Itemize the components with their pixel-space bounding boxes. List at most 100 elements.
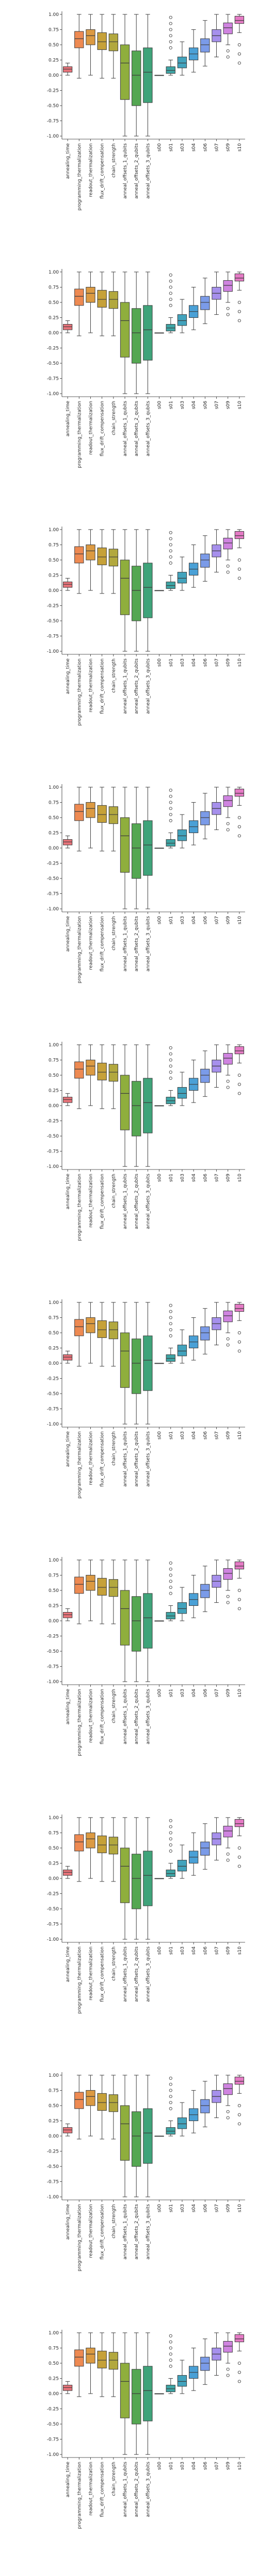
y-tick-label: -0.25	[47, 604, 59, 609]
y-tick-label: 0.00	[49, 1361, 59, 1366]
y-tick-label: 0.75	[49, 1058, 59, 1063]
box-anneal_offsets_3_qubits	[143, 563, 153, 618]
outlier-point	[237, 300, 241, 304]
outlier-point	[169, 1849, 172, 1853]
box-s03	[177, 314, 187, 326]
x-tick-label: s00	[157, 658, 163, 667]
outlier-point	[169, 303, 172, 307]
x-tick-label: s06	[203, 2462, 208, 2470]
outlier-point	[169, 801, 172, 804]
x-tick-label: anneal_offsets_3_qubits	[146, 2204, 151, 2260]
x-tick-label: s03	[180, 1689, 185, 1697]
outlier-point	[226, 55, 230, 59]
outlier-point	[169, 1561, 172, 1565]
box-anneal_offsets_1_qubits	[120, 1075, 130, 1130]
outlier-point	[226, 1343, 230, 1347]
box-programming_thermalization	[74, 804, 84, 821]
outlier-point	[226, 1858, 230, 1862]
chart-panel-7: 1.00 0.75 0.50 0.25 0.00 -0.25 -0.50 -0.75 -1.00…	[47, 1557, 245, 1756]
x-tick-label: s01	[169, 658, 174, 667]
x-tick-label: s03	[180, 658, 185, 667]
box-s03	[177, 1087, 187, 1099]
x-tick-label: s04	[191, 1689, 197, 1697]
outlier-point	[226, 570, 230, 574]
box-programming_thermalization	[74, 1834, 84, 1852]
x-tick-label: s07	[215, 143, 220, 151]
x-tick-label: s03	[180, 916, 185, 924]
x-tick-label: s01	[169, 1431, 174, 1439]
outlier-point	[169, 40, 172, 44]
box-anneal_offsets_2_qubits	[132, 566, 141, 621]
x-tick-label: s06	[203, 143, 208, 151]
x-tick-label: s09	[226, 143, 231, 151]
outlier-point	[237, 816, 241, 820]
x-tick-label: flux_drift_compensation	[100, 1689, 105, 1744]
outlier-point	[169, 1310, 172, 1313]
box-anneal_offsets_1_qubits	[120, 560, 130, 615]
y-tick-label: -0.75	[47, 634, 59, 639]
y-tick-label: -0.75	[47, 1922, 59, 1927]
y-tick-label: 0.25	[49, 315, 59, 320]
box-s06	[200, 38, 210, 53]
chart-panel-6: 1.00 0.75 0.50 0.25 0.00 -0.25 -0.50 -0.75 -1.00…	[47, 1299, 245, 1499]
box-anneal_offsets_3_qubits	[143, 1335, 153, 1391]
outlier-point	[226, 313, 230, 316]
outlier-point	[169, 1334, 172, 1337]
outlier-point	[169, 794, 172, 798]
outlier-point	[169, 1591, 172, 1595]
outlier-point	[169, 2358, 172, 2362]
y-tick-label: -0.25	[47, 1377, 59, 1382]
y-tick-label: 0.25	[49, 1603, 59, 1608]
box-readout_thermalization	[86, 802, 95, 818]
y-tick-label: 0.50	[49, 2104, 59, 2109]
y-tick-label: -0.25	[47, 346, 59, 351]
x-tick-label: annealing_time	[66, 2462, 71, 2498]
box-s03	[177, 829, 187, 841]
y-tick-label: 0.50	[49, 1846, 59, 1851]
outlier-point	[169, 22, 172, 25]
x-tick-label: chain_strength	[111, 658, 117, 693]
box-s06	[200, 2357, 210, 2371]
outlier-point	[169, 2089, 172, 2092]
y-tick-label: -1.00	[47, 134, 59, 139]
x-tick-label: anneal_offsets_2_qubits	[134, 1946, 139, 2002]
x-tick-label: anneal_offsets_1_qubits	[123, 1174, 128, 1229]
box-s06	[200, 1841, 210, 1856]
x-tick-label: s07	[215, 1689, 220, 1697]
x-tick-label: s09	[226, 658, 231, 667]
outlier-point	[169, 543, 172, 547]
chart-panel-9: 1.00 0.75 0.50 0.25 0.00 -0.25 -0.50 -0.75 -1.00…	[47, 2072, 245, 2272]
x-tick-label: flux_drift_compensation	[100, 401, 105, 456]
outlier-point	[169, 1567, 172, 1571]
outlier-point	[237, 43, 241, 47]
y-tick-label: 0.25	[49, 573, 59, 578]
box-anneal_offsets_3_qubits	[143, 1078, 153, 1133]
x-tick-label: programming_thermalization	[77, 1689, 82, 1756]
x-tick-label: chain_strength	[111, 1174, 117, 1208]
x-tick-label: anneal_offsets_3_qubits	[146, 1689, 151, 1744]
box-s09	[223, 2083, 233, 2095]
y-tick-label: 0.75	[49, 800, 59, 805]
chart-panel-1: 1.00 0.75 0.50 0.25 0.00 -0.25 -0.50 -0.75 -1.00…	[47, 11, 245, 211]
y-tick-label: 0.50	[49, 558, 59, 563]
outlier-point	[226, 1337, 230, 1341]
outlier-point	[169, 819, 172, 822]
x-tick-label: s00	[157, 1946, 163, 1955]
x-tick-label: s01	[169, 916, 174, 924]
outlier-point	[169, 292, 172, 295]
box-chain_strength	[108, 291, 118, 309]
x-tick-label: annealing_time	[66, 1174, 71, 1210]
box-s03	[177, 2375, 187, 2387]
box-s09	[223, 1825, 233, 1838]
x-tick-label: s09	[226, 1431, 231, 1439]
box-readout_thermalization	[86, 1317, 95, 1333]
x-tick-label: chain_strength	[111, 1946, 117, 1981]
box-s06	[200, 1584, 210, 1598]
x-tick-label: s09	[226, 916, 231, 924]
x-tick-label: s00	[157, 2462, 163, 2470]
x-tick-label: s10	[237, 658, 243, 667]
x-tick-label: s10	[237, 143, 243, 151]
x-tick-label: programming_thermalization	[77, 658, 82, 726]
y-tick-label: -0.25	[47, 2149, 59, 2155]
chart-panel-10: 1.00 0.75 0.50 0.25 0.00 -0.25 -0.50 -0.75 -1.00…	[47, 2330, 245, 2529]
